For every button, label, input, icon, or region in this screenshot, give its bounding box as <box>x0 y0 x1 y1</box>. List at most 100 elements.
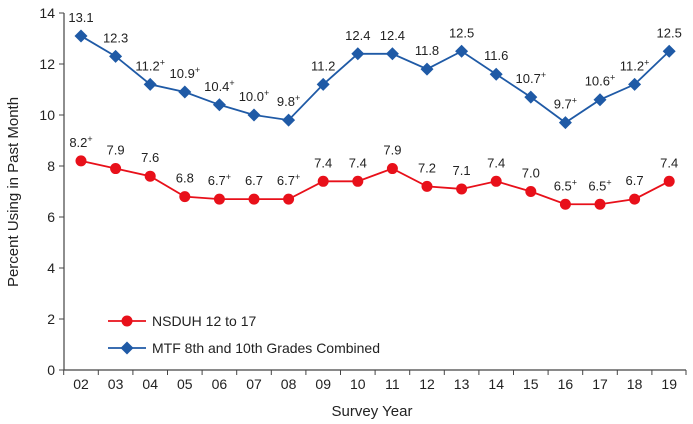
data-point <box>490 175 502 187</box>
data-point <box>663 175 675 187</box>
x-tick-label: 10 <box>350 376 366 392</box>
x-tick-label: 17 <box>592 376 608 392</box>
x-tick-label: 08 <box>281 376 297 392</box>
data-point <box>456 183 468 195</box>
data-label: 7.4 <box>314 155 332 170</box>
data-label: 7.4 <box>487 155 505 170</box>
data-point <box>316 77 330 91</box>
data-label: 9.7+ <box>554 96 577 112</box>
data-label: 12.4 <box>345 28 370 43</box>
data-point <box>558 116 572 130</box>
data-point <box>628 77 642 91</box>
data-point <box>594 198 606 210</box>
y-tick-label: 4 <box>47 260 55 276</box>
y-tick-label: 8 <box>47 158 55 174</box>
legend: NSDUH 12 to 17 MTF 8th and 10th Grades Co… <box>108 313 380 356</box>
data-label: 12.3 <box>103 30 128 45</box>
data-label: 11.2 <box>311 58 335 73</box>
data-label: 8.2+ <box>69 134 92 150</box>
x-tick-label: 13 <box>454 376 470 392</box>
data-label: 11.8 <box>415 43 439 58</box>
y-axis-label: Percent Using in Past Month <box>5 97 22 287</box>
data-label: 11.2+ <box>135 57 165 73</box>
series-nsduh: 8.2+ 7.9 7.6 6.8 6.7+ 6.7 6.7+ 7.4 7.4 7.9 7.2 7.1 7… <box>69 134 678 210</box>
data-point <box>489 67 503 81</box>
data-label: 10.4+ <box>204 78 235 94</box>
data-label: 11.6 <box>484 48 508 63</box>
x-tick-label: 03 <box>108 376 124 392</box>
data-point <box>351 47 365 61</box>
data-label: 7.4 <box>660 155 678 170</box>
x-tick-label: 19 <box>661 376 677 392</box>
data-point <box>213 193 225 205</box>
data-point <box>248 193 260 205</box>
data-label: 6.8 <box>176 171 194 186</box>
data-point <box>455 44 469 58</box>
y-tick-label: 10 <box>39 107 55 123</box>
data-label: 6.7+ <box>208 172 231 188</box>
data-point <box>283 193 295 205</box>
data-label: 6.7 <box>626 173 644 188</box>
data-label: 10.9+ <box>170 65 201 81</box>
data-label: 13.1 <box>68 10 93 25</box>
data-point <box>385 47 399 61</box>
x-tick-label: 18 <box>627 376 643 392</box>
data-point <box>75 155 87 167</box>
data-label: 7.6 <box>141 150 159 165</box>
x-tick-label: 06 <box>212 376 228 392</box>
x-axis-label: Survey Year <box>332 403 413 420</box>
x-tick-label: 02 <box>73 376 89 392</box>
y-tick-label: 12 <box>39 56 55 72</box>
data-point <box>593 93 607 107</box>
data-point <box>110 163 122 175</box>
x-tick-label: 04 <box>142 376 158 392</box>
data-label: 12.5 <box>657 25 682 40</box>
data-point <box>317 175 329 187</box>
x-tick-label: 05 <box>177 376 193 392</box>
data-point <box>662 44 676 58</box>
data-label: 7.2 <box>418 160 436 175</box>
data-point <box>74 29 88 43</box>
data-label: 7.1 <box>453 163 471 178</box>
series-line <box>80 35 670 124</box>
data-point <box>525 186 537 197</box>
y-tick-label: 0 <box>47 362 55 378</box>
data-label: 12.4 <box>380 28 405 43</box>
x-tick-label: 14 <box>488 376 504 392</box>
data-label: 6.7 <box>245 173 263 188</box>
x-tick-label: 15 <box>523 376 539 392</box>
legend-label: NSDUH 12 to 17 <box>152 313 256 329</box>
data-point <box>524 90 538 104</box>
data-label: 6.5+ <box>588 177 611 193</box>
data-label: 11.2+ <box>620 57 650 73</box>
data-label: 10.7+ <box>516 70 547 86</box>
y-tick-label: 6 <box>47 209 55 225</box>
y-tick-label: 2 <box>47 311 55 327</box>
series-line <box>80 160 670 206</box>
data-point <box>282 113 296 127</box>
x-tick-label: 16 <box>558 376 574 392</box>
x-tick-label: 11 <box>385 376 400 392</box>
data-point <box>352 175 364 187</box>
data-point <box>109 49 123 63</box>
data-point <box>144 170 156 182</box>
data-point <box>179 191 191 203</box>
data-point <box>421 180 433 192</box>
data-label: 7.0 <box>522 166 540 181</box>
data-point <box>420 62 434 76</box>
data-point <box>247 108 261 122</box>
data-label: 9.8+ <box>277 93 300 109</box>
data-label: 10.0+ <box>239 88 270 104</box>
x-tick-label: 09 <box>315 376 331 392</box>
data-label: 7.9 <box>107 143 125 158</box>
series-mtf: 13.1 12.3 11.2+ 10.9+10.4+10.0+ 9.8+ 11.2 12.4… <box>68 10 682 130</box>
x-tick-label: 12 <box>419 376 435 392</box>
data-point <box>212 98 226 112</box>
data-label: 6.7+ <box>277 172 300 188</box>
data-point <box>629 193 641 205</box>
data-point <box>178 85 192 99</box>
data-label: 10.6+ <box>585 73 616 89</box>
legend-label: MTF 8th and 10th Grades Combined <box>152 340 380 356</box>
x-tick-label: 07 <box>246 376 262 392</box>
data-point <box>143 77 157 91</box>
